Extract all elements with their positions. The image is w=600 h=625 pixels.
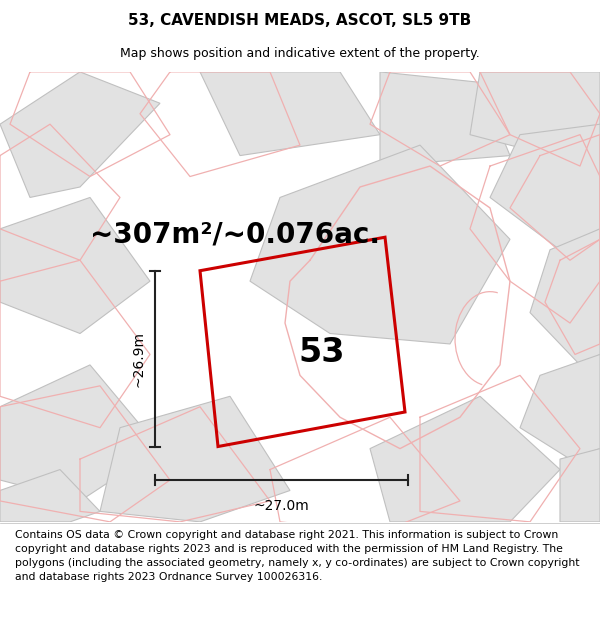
Text: 53: 53 xyxy=(299,336,345,369)
Polygon shape xyxy=(0,365,160,501)
Text: ~26.9m: ~26.9m xyxy=(131,331,145,387)
Text: 53, CAVENDISH MEADS, ASCOT, SL5 9TB: 53, CAVENDISH MEADS, ASCOT, SL5 9TB xyxy=(128,12,472,28)
Text: Contains OS data © Crown copyright and database right 2021. This information is : Contains OS data © Crown copyright and d… xyxy=(15,530,580,582)
Polygon shape xyxy=(200,72,380,156)
Polygon shape xyxy=(560,449,600,522)
Polygon shape xyxy=(0,72,160,198)
Polygon shape xyxy=(470,72,600,156)
Polygon shape xyxy=(100,396,290,522)
Polygon shape xyxy=(380,72,510,166)
Text: Map shows position and indicative extent of the property.: Map shows position and indicative extent… xyxy=(120,48,480,61)
Polygon shape xyxy=(0,469,100,522)
Polygon shape xyxy=(0,198,150,334)
Text: ~27.0m: ~27.0m xyxy=(254,499,310,513)
Polygon shape xyxy=(250,145,510,344)
Polygon shape xyxy=(520,354,600,459)
Text: ~307m²/~0.076ac.: ~307m²/~0.076ac. xyxy=(90,220,380,248)
Polygon shape xyxy=(530,229,600,365)
Polygon shape xyxy=(490,124,600,250)
Polygon shape xyxy=(370,396,560,522)
